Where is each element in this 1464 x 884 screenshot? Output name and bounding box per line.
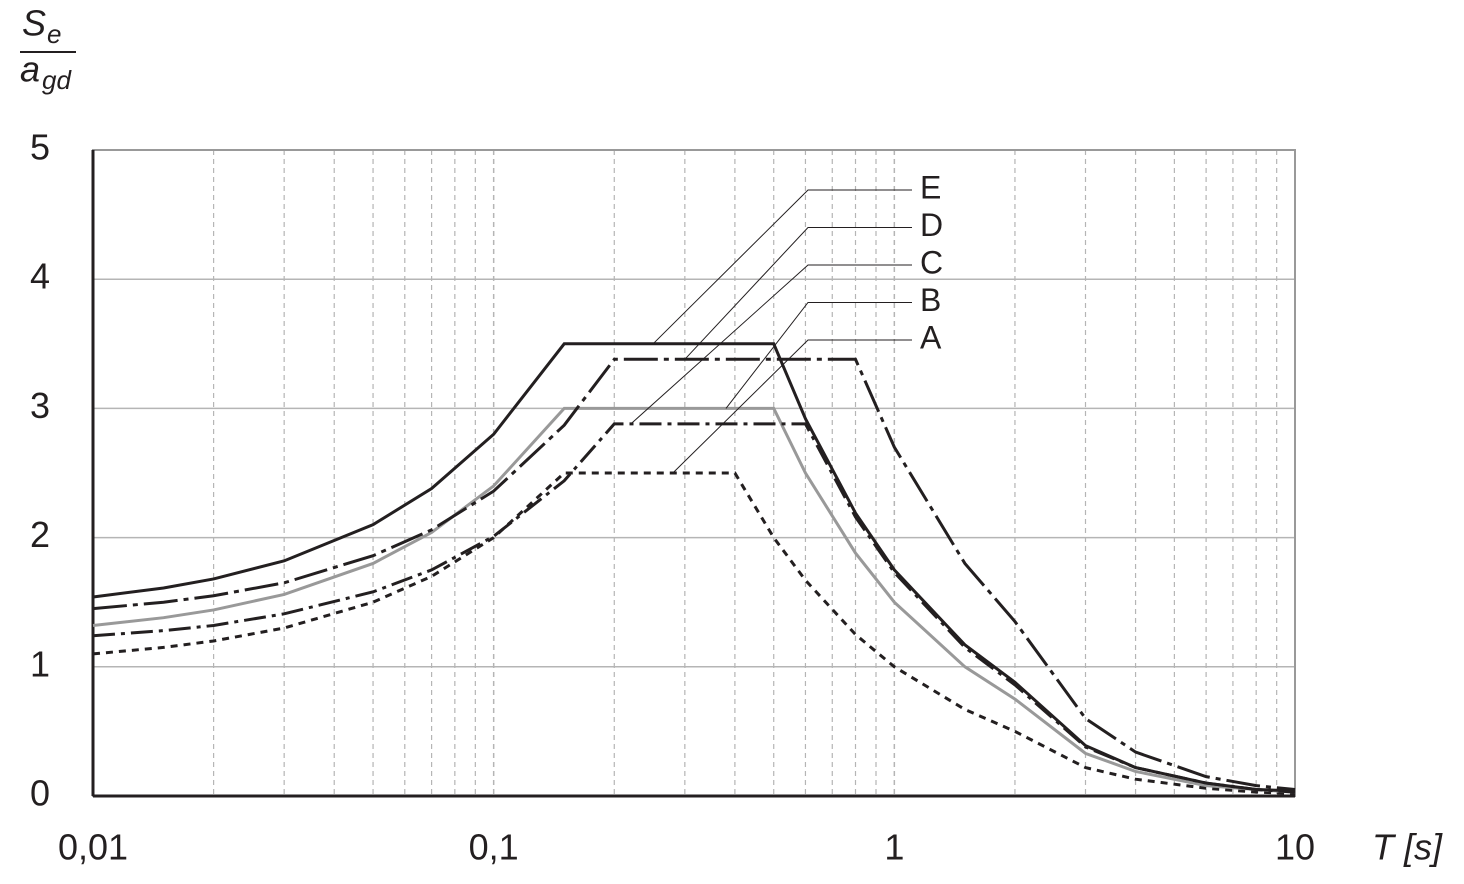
y-label-numerator: S <box>22 3 46 44</box>
leader-line <box>725 302 912 409</box>
leader-line <box>684 227 912 360</box>
series-line <box>92 471 1296 795</box>
leader-line <box>672 339 912 474</box>
y-label-denominator-sub: gd <box>42 65 72 95</box>
x-tick-label: 10 <box>1275 827 1315 868</box>
legend-label: D <box>920 207 943 243</box>
x-axis-label: T [s] <box>1372 827 1443 868</box>
y-axis-label: S e a gd <box>20 3 76 95</box>
legend-label: C <box>920 244 943 280</box>
y-tick-label: 4 <box>30 256 50 297</box>
legend-label: B <box>920 282 941 318</box>
x-tick-label: 1 <box>884 827 904 868</box>
series-line <box>92 406 1296 794</box>
x-tick-label: 0,1 <box>469 827 519 868</box>
leader-line <box>630 264 912 425</box>
y-tick-label: 2 <box>30 514 50 555</box>
legend-label: E <box>920 169 941 205</box>
y-tick-label: 3 <box>30 385 50 426</box>
x-tick-label: 0,01 <box>58 827 128 868</box>
plot-frame <box>92 149 1296 797</box>
leader-line <box>652 189 912 345</box>
y-tick-label: 5 <box>30 127 50 168</box>
series-line <box>92 357 1296 792</box>
series-line <box>92 342 1296 793</box>
legend-label: A <box>920 319 942 355</box>
y-label-denominator: a <box>20 49 40 90</box>
y-label-numerator-sub: e <box>47 19 61 49</box>
y-tick-label: 0 <box>30 773 50 814</box>
y-tick-label: 1 <box>30 643 50 684</box>
